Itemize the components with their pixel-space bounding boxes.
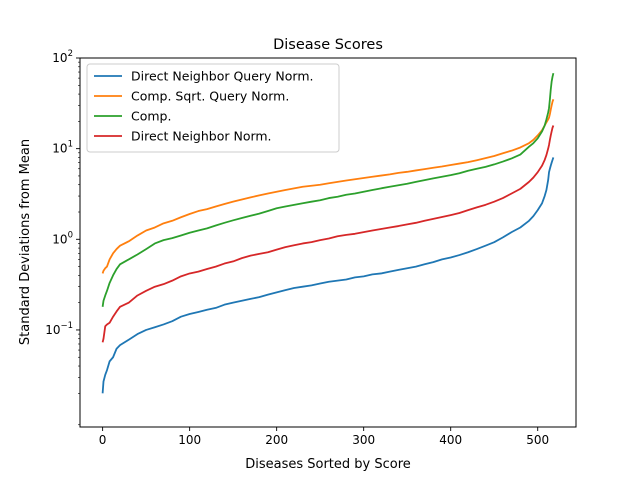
x-tick-label: 300 [352, 433, 375, 447]
legend-label-1: Direct Neighbor Query Norm. [131, 69, 314, 84]
y-tick-label: 100 [52, 230, 73, 246]
series-line-3 [101, 72, 555, 307]
y-tick-label: 10−1 [45, 321, 73, 337]
legend-label-3: Comp. [131, 109, 171, 124]
y-axis-ticks: 10−1 100 101 102 [45, 49, 80, 426]
x-axis-label: Diseases Sorted by Score [245, 457, 411, 472]
x-tick-label: 500 [526, 433, 549, 447]
series-line-1 [101, 157, 555, 394]
x-tick-label: 400 [439, 433, 462, 447]
x-tick-label: 200 [265, 433, 288, 447]
y-tick-label: 102 [52, 49, 73, 65]
legend-entries: Direct Neighbor Query Norm. Comp. Sqrt. Q… [94, 69, 314, 144]
y-tick-label: 101 [52, 140, 73, 156]
x-axis-ticks: 0 100 200 300 400 500 [99, 427, 549, 447]
plot-lines [101, 72, 555, 394]
legend-label-4: Direct Neighbor Norm. [131, 129, 272, 144]
legend-label-2: Comp. Sqrt. Query Norm. [131, 89, 289, 104]
legend-box [86, 63, 340, 153]
chart-title: Disease Scores [273, 37, 383, 53]
series-line-4 [101, 125, 555, 343]
legend: Direct Neighbor Query Norm. Comp. Sqrt. Q… [86, 63, 340, 153]
x-tick-label: 0 [99, 433, 107, 447]
x-tick-label: 100 [178, 433, 201, 447]
y-axis-label: Standard Deviations from Mean [18, 139, 33, 345]
series-line-2 [101, 99, 555, 274]
plot-frame [79, 57, 577, 428]
